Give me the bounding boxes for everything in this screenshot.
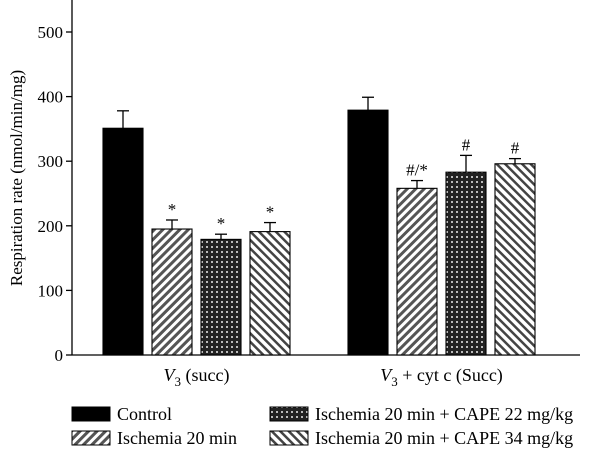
x-category-label-base: V: [380, 365, 393, 385]
bar-group-item: [102, 110, 144, 356]
x-category-label-sub: 3: [175, 374, 182, 389]
y-axis: 0 100 200 300 400 500: [38, 0, 73, 365]
legend-label: Ischemia 20 min: [117, 428, 237, 448]
legend-swatch: [269, 430, 309, 446]
bar: [445, 171, 487, 356]
y-tick-label: 200: [38, 217, 64, 236]
bar: [151, 228, 193, 356]
bar: [347, 109, 389, 356]
bar-group-item: *: [200, 214, 242, 356]
significance-label: #: [462, 135, 471, 154]
bar: [102, 127, 144, 356]
legend-label: Control: [117, 404, 172, 424]
y-axis-title: Respiration rate (nmol/min/mg): [7, 70, 26, 286]
bars: * * * #/* # #: [102, 96, 536, 356]
x-category-label-sub: 3: [391, 374, 398, 389]
x-category-label: V3 (succ): [164, 365, 230, 389]
bar: [249, 231, 291, 356]
significance-label: #: [511, 139, 520, 158]
x-category-label-base: V: [164, 365, 177, 385]
legend-item: Control: [71, 404, 172, 424]
significance-label: #/*: [406, 161, 428, 180]
y-tick-label: 500: [38, 23, 64, 42]
legend: Control Ischemia 20 min Ischemia 20 min + …: [71, 404, 573, 448]
bar-group-item: #: [494, 139, 536, 356]
x-category-label-rest: (succ): [181, 365, 229, 386]
x-category-label: V3 + cyt c (Succ): [380, 365, 503, 389]
bar-group-item: #: [445, 135, 487, 356]
significance-label: *: [266, 203, 275, 222]
legend-label: Ischemia 20 min + CAPE 22 mg/kg: [315, 404, 573, 424]
bar-group-item: *: [249, 203, 291, 356]
bar: [494, 163, 536, 356]
y-tick-label: 0: [55, 346, 64, 365]
bar: [200, 238, 242, 356]
legend-swatch: [71, 430, 111, 446]
bar: [396, 187, 438, 356]
bar-group-item: [347, 96, 389, 356]
y-tick-label: 300: [38, 152, 64, 171]
legend-swatch: [269, 406, 309, 422]
bar-group-item: #/*: [396, 161, 438, 356]
legend-item: Ischemia 20 min: [71, 428, 237, 448]
group-labels: V3 (succ) V3 + cyt c (Succ): [164, 365, 503, 389]
significance-label: *: [168, 200, 177, 219]
x-category-label-rest: + cyt c (Succ): [398, 365, 503, 386]
legend-item: Ischemia 20 min + CAPE 34 mg/kg: [269, 428, 573, 448]
legend-label: Ischemia 20 min + CAPE 34 mg/kg: [315, 428, 573, 448]
legend-swatch: [71, 406, 111, 422]
y-tick-label: 400: [38, 88, 64, 107]
y-tick-label: 100: [38, 281, 64, 300]
legend-item: Ischemia 20 min + CAPE 22 mg/kg: [269, 404, 573, 424]
significance-label: *: [217, 214, 226, 233]
bar-group-item: *: [151, 200, 193, 356]
